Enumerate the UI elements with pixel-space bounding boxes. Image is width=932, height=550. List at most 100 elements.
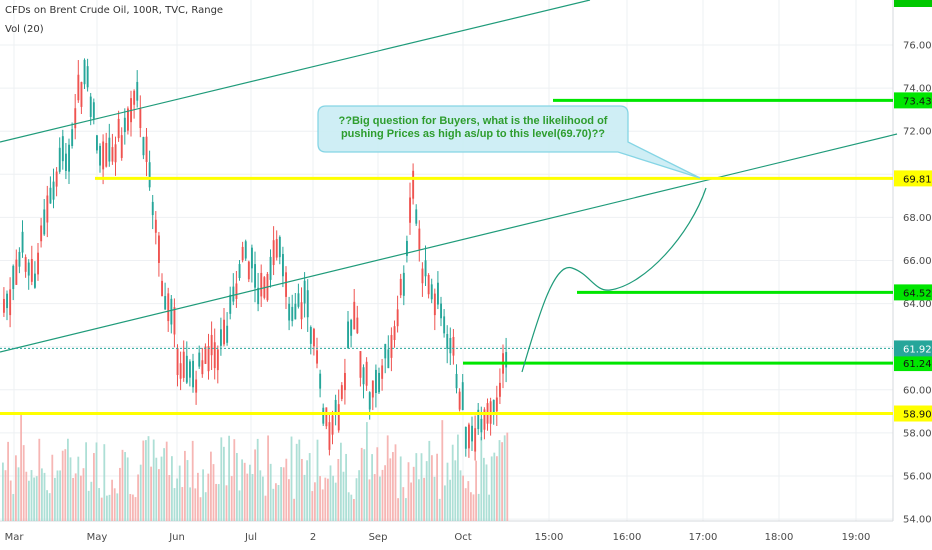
price-label-69.81: 69.81 (903, 174, 932, 185)
candle-body (480, 418, 483, 433)
volume-bar (467, 481, 470, 521)
candle-body (390, 335, 393, 358)
volume-bar (340, 442, 342, 521)
candle-body (189, 361, 191, 378)
volume-bar (496, 456, 498, 521)
volume-bar (106, 495, 108, 521)
candle-body (288, 303, 291, 321)
y-tick-label: 56.00 (903, 472, 932, 483)
candle-body (46, 195, 49, 223)
candle-body (108, 137, 111, 162)
volume-bar (464, 488, 467, 521)
volume-bar (28, 480, 30, 521)
candle-body (402, 272, 405, 296)
x-tick-label: 2 (310, 532, 316, 543)
top-price-badge (894, 0, 932, 7)
volume-bar (158, 469, 160, 521)
volume-bar (184, 450, 186, 521)
candle-body (102, 141, 105, 170)
volume-bar (85, 442, 87, 521)
volume-bar (462, 475, 464, 521)
volume-bar (246, 473, 249, 521)
volume-bar (488, 494, 490, 521)
price-label-box (894, 405, 932, 422)
volume-bar (470, 492, 472, 521)
candle-body (443, 316, 446, 334)
price-label-64.52: 64.52 (903, 288, 932, 299)
candle-body (9, 289, 12, 316)
candle-body (303, 280, 306, 304)
volume-bar (321, 489, 324, 521)
volume-bar (98, 488, 100, 521)
volume-bar (59, 470, 61, 521)
volume-bar (477, 493, 480, 521)
volume-bar (353, 498, 355, 521)
x-tick-label: 19:00 (842, 532, 871, 543)
candle-body (313, 328, 315, 347)
candle-body (384, 344, 387, 359)
volume-bar (116, 493, 119, 521)
volume-bar (251, 474, 254, 521)
channel-upper-line (0, 0, 591, 143)
volume-bar (360, 447, 363, 521)
volume-bar (2, 462, 4, 521)
volume-bar (124, 452, 126, 521)
volume-bar (493, 452, 496, 521)
volume-bar (77, 456, 80, 521)
grid (0, 0, 893, 521)
candle-body (477, 409, 480, 430)
candle-body (173, 307, 176, 335)
candle-body (120, 135, 123, 158)
candle-body (114, 144, 117, 163)
volume-bar (438, 498, 441, 521)
candle-body (220, 329, 222, 346)
volume-bar (371, 454, 373, 521)
price-label-box (894, 340, 932, 357)
volume-bar (285, 458, 288, 521)
volume-bar (132, 494, 134, 521)
x-tick-label: Jul (244, 532, 257, 543)
volume-bar (139, 464, 142, 521)
volume-bar (147, 436, 150, 521)
volume-bar (441, 420, 444, 521)
candle-body (21, 231, 24, 253)
candle-body (74, 108, 77, 129)
volume-bar (9, 480, 12, 521)
volume-bar (262, 476, 264, 521)
candle-body (458, 391, 461, 410)
volume-bar (347, 492, 350, 521)
candle-body (27, 262, 30, 276)
candle-body (229, 294, 232, 314)
candle-body (154, 219, 157, 233)
y-tick-label: 60.00 (903, 385, 932, 396)
candle-body (15, 259, 18, 285)
candle-body (86, 66, 89, 88)
volume-bar (415, 453, 418, 521)
volume-bar (384, 465, 386, 521)
candle-body (331, 415, 334, 435)
volume-bar (90, 481, 93, 521)
volume-bar (212, 464, 215, 521)
volume-bar (103, 444, 106, 521)
volume-bar (168, 475, 171, 521)
volume-bar (152, 439, 155, 521)
volume-bar (334, 482, 337, 521)
volume-bar (155, 457, 158, 521)
candle-body (182, 351, 185, 378)
candle-body (316, 350, 318, 364)
candle-body (291, 306, 294, 322)
candle-body (340, 385, 343, 399)
volume-bar (22, 445, 25, 521)
volume-bar (171, 456, 173, 521)
candle-body (378, 372, 380, 393)
volume-bar (293, 498, 295, 521)
candle-body (68, 144, 70, 172)
volume-bar (418, 479, 420, 521)
volume-bar (433, 476, 436, 521)
volume-bar (82, 468, 85, 521)
candle-body (179, 363, 182, 379)
candle-body (145, 136, 148, 162)
volume-bar (197, 472, 199, 521)
